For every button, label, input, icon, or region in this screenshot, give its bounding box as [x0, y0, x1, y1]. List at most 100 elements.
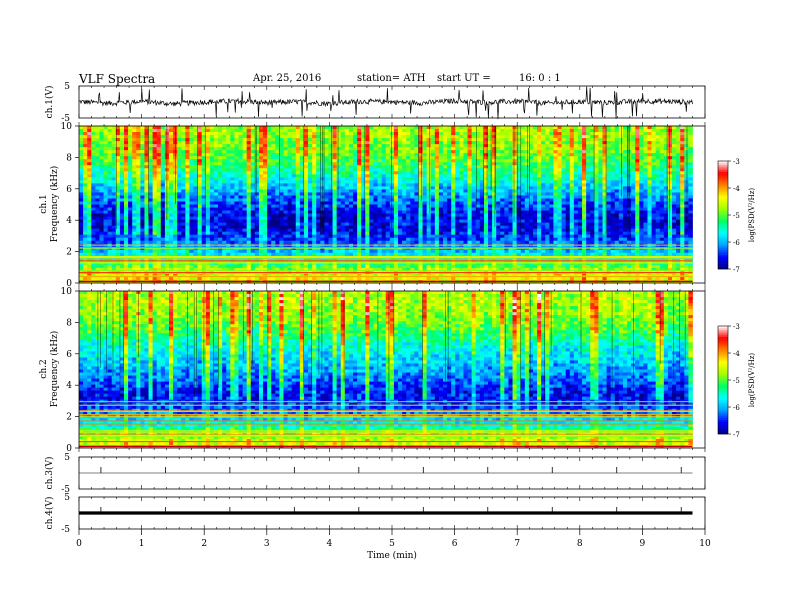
spec1-cell [385, 147, 391, 151]
spec1-cell [258, 150, 264, 154]
spec1-cell [177, 189, 182, 193]
spec1-cell [614, 219, 620, 224]
spec1-cell [316, 219, 321, 224]
spec1-cell [586, 159, 591, 163]
spec1-cell [115, 174, 121, 178]
spec1-cell [500, 180, 505, 184]
spec1-cell [471, 186, 477, 190]
spec1-cell [111, 198, 117, 202]
spec1-cell [451, 168, 456, 172]
spec1-cell [594, 153, 599, 157]
spec1-cell [467, 183, 473, 187]
spec1-cell [598, 147, 603, 151]
spec1-cell [676, 156, 681, 160]
spec1-cell [283, 159, 288, 163]
spec1-cell [267, 174, 272, 178]
spec1-cell [79, 183, 84, 187]
spec1-cell [569, 126, 575, 130]
spec1-cell [475, 138, 481, 142]
spec1-cell [655, 132, 661, 136]
spec1-cell [451, 180, 456, 184]
spec1-cell [275, 216, 280, 220]
spec1-cell [508, 177, 513, 181]
spec1-cell [639, 165, 644, 169]
spec1-cell [328, 216, 333, 220]
spec1-cell [532, 198, 538, 202]
spec1-cell [434, 186, 440, 190]
spec1-cell [205, 213, 211, 217]
spec1-cell [234, 171, 239, 175]
spec1-cell [234, 222, 239, 227]
spec1-cell [107, 141, 113, 145]
spec1-cell [123, 219, 129, 224]
spec1-cell [557, 168, 562, 172]
spec1-cell [193, 168, 199, 172]
spec1-cell [471, 219, 477, 224]
spec1-cell [258, 198, 264, 202]
spec1-cell [230, 165, 235, 169]
spec1-cell [655, 213, 661, 217]
spec1-cell [684, 162, 689, 166]
spec1-cell [91, 150, 96, 154]
spec1-cell [144, 165, 149, 169]
spec1-cell [263, 171, 268, 175]
spec1-cell [414, 219, 419, 224]
spec1-cell [434, 135, 440, 139]
spec1-cell [152, 153, 158, 157]
spec1-cell [622, 165, 628, 169]
spec1-cell [213, 132, 219, 136]
spec1-cell [344, 222, 350, 227]
spec1-cell [422, 174, 428, 178]
spec1-cell [254, 126, 260, 130]
spec1-cell [447, 180, 452, 184]
spec1-cell [373, 156, 378, 160]
spec1-cell [406, 156, 411, 160]
spec1-cell [177, 162, 182, 166]
spec1-cell [226, 174, 231, 178]
spec1-cell [577, 180, 583, 184]
spec1-cell [95, 210, 100, 214]
spec1-cell [213, 189, 219, 193]
spec1-cell [136, 159, 141, 163]
spec1-cell [582, 144, 587, 148]
spec1-cell [238, 192, 243, 196]
spec1-cell [156, 177, 162, 181]
spec1-cell [230, 147, 235, 151]
spec1-cell [128, 168, 133, 172]
spec1-cell [594, 195, 599, 199]
spec1-cell [385, 222, 391, 227]
spec1-cell [246, 138, 252, 142]
spec1-cell [443, 129, 448, 133]
spec1-cell [639, 126, 644, 130]
spec1-cell [586, 216, 591, 220]
spec1-cell [303, 153, 309, 157]
spec1-cell [504, 183, 509, 187]
spec1-cell [459, 216, 464, 220]
spec1-cell [181, 153, 186, 157]
spec1-cell [283, 198, 288, 202]
spec1-cell [365, 153, 370, 157]
spec1-cell [410, 207, 415, 211]
spec1-cell [389, 141, 395, 145]
spec1-cell [201, 177, 207, 181]
spec1-cell [393, 180, 399, 184]
spec1-cell [246, 195, 252, 199]
spec1-cell [393, 168, 399, 172]
spec1-cell [545, 189, 550, 193]
spec1-cell [483, 171, 489, 175]
spec1-cell [451, 186, 456, 190]
spec1-cell [635, 126, 640, 130]
spec1-cell [524, 138, 530, 142]
spec1-cell [324, 126, 329, 130]
spec1-cell [541, 150, 546, 154]
spec1-cell [639, 192, 644, 196]
spec1-cell [651, 204, 657, 208]
spec1-cell [586, 180, 591, 184]
spec1-cell [83, 219, 88, 224]
spec1-cell [381, 165, 387, 169]
spec1-cell [295, 171, 301, 175]
spec1-cell [680, 135, 685, 139]
spec1-cell [643, 210, 648, 214]
spec1-cell [308, 213, 313, 217]
spec1-cell [254, 174, 260, 178]
